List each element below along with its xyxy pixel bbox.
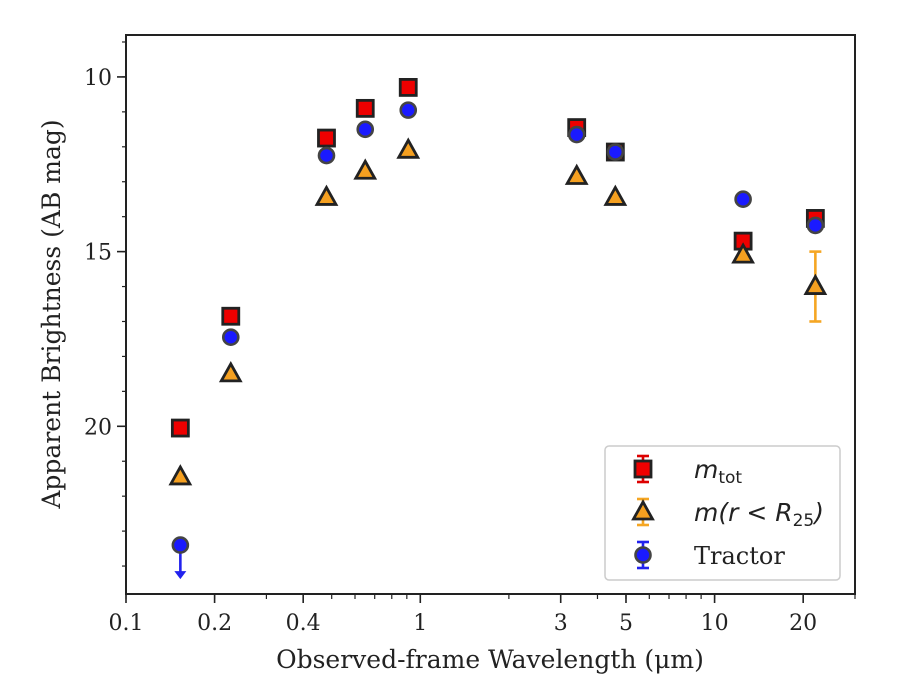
y-tick-label: 10 — [84, 66, 112, 91]
legend-marker-m_tot — [633, 459, 653, 479]
legend-label-m_r25: m(r < R25) — [694, 498, 824, 531]
point-m_tot — [317, 128, 336, 148]
point-tractor — [734, 190, 752, 209]
legend-box — [604, 445, 841, 581]
x-tick-label: 0.4 — [286, 611, 321, 636]
point-tractor — [806, 216, 825, 235]
x-tick-label: 10 — [701, 611, 729, 636]
y-tick-label: 15 — [84, 241, 112, 266]
y-axis-ticks: 10 15 20 — [84, 41, 126, 567]
point-m_r25 — [218, 361, 243, 383]
x-tick-label: 0.1 — [109, 611, 144, 636]
point-tractor — [221, 328, 240, 347]
point-tractor — [567, 125, 586, 144]
legend-label-m_tot: mtot — [694, 455, 742, 488]
point-m_r25 — [314, 184, 339, 206]
point-m_r25 — [353, 158, 378, 180]
x-tick-label: 20 — [789, 611, 817, 636]
legend-marker-m_r25 — [631, 499, 655, 521]
point-tractor — [317, 146, 336, 165]
point-tractor — [356, 120, 375, 139]
point-m_tot — [398, 78, 418, 97]
point-m_r25 — [603, 184, 628, 206]
point-m_tot — [170, 418, 190, 438]
point-m_r25 — [168, 464, 193, 486]
x-axis-ticks: 0.1 0.2 0.4 1 3 5 10 20 — [109, 594, 856, 636]
upper-limit-arrowhead-tractor — [174, 571, 187, 580]
x-tick-label: 1 — [413, 611, 427, 636]
series-m_r25 — [168, 137, 828, 486]
point-m_tot — [355, 98, 375, 118]
legend: mtot m(r < R25) Tractor — [604, 445, 841, 581]
legend-marker-tractor — [634, 546, 652, 564]
point-tractor — [606, 143, 625, 161]
point-m_r25 — [564, 163, 589, 185]
point-tractor — [171, 536, 190, 554]
y-tick-label: 20 — [84, 415, 112, 440]
point-m_r25 — [731, 242, 755, 264]
y-axis-label: Apparent Brightness (AB mag) — [37, 119, 66, 509]
x-axis-label: Observed-frame Wavelength (μm) — [276, 645, 704, 674]
x-tick-label: 3 — [554, 611, 568, 636]
point-m_tot — [221, 306, 241, 326]
x-tick-label: 5 — [619, 611, 633, 636]
point-m_r25 — [396, 137, 421, 159]
point-m_r25 — [803, 273, 828, 295]
point-tractor — [399, 101, 418, 119]
legend-label-tractor: Tractor — [694, 542, 785, 570]
data-marks — [168, 78, 828, 580]
x-tick-label: 0.2 — [197, 611, 232, 636]
series-tractor — [171, 101, 825, 580]
